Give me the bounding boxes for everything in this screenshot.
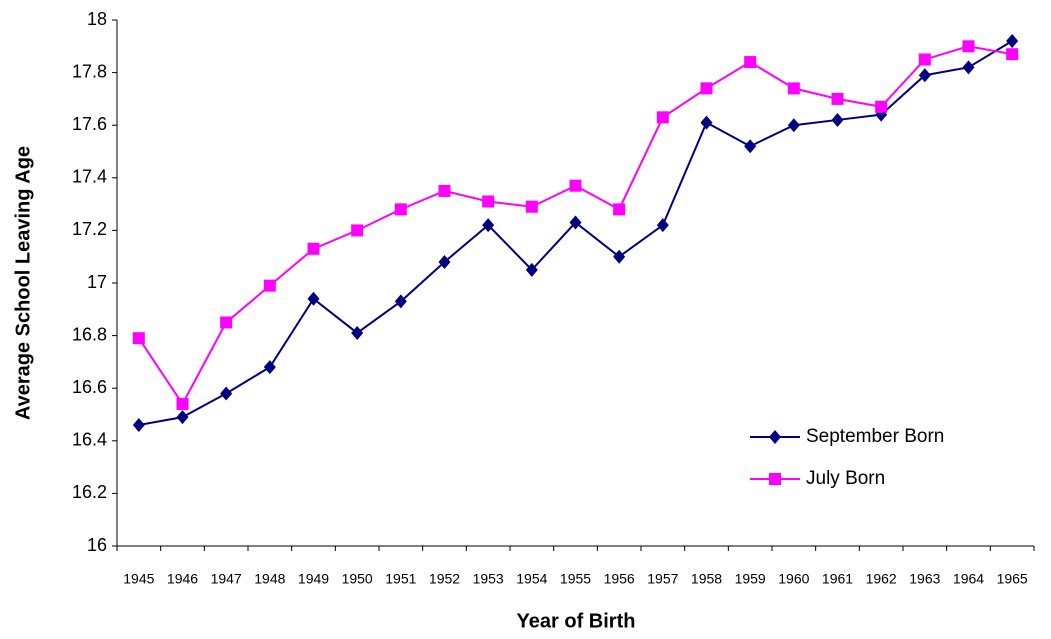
data-point [787,82,800,95]
data-point [132,418,145,433]
x-tick-label: 1953 [473,571,504,587]
y-tick-label: 17.4 [72,167,107,187]
y-tick-label: 16.4 [72,430,107,450]
data-point [176,410,189,425]
data-point [263,360,276,375]
data-point [918,53,931,66]
data-point [744,139,757,154]
x-tick-label: 1951 [385,571,416,587]
x-tick-label: 1954 [516,571,547,587]
y-tick-label: 16 [87,535,107,555]
data-point [482,195,495,208]
y-tick-label: 17.6 [72,114,107,134]
data-point [1006,34,1019,49]
data-point [482,218,495,233]
y-tick-label: 18 [87,9,107,29]
x-tick-label: 1963 [909,571,940,587]
data-point [307,291,320,306]
y-tick-label: 16.2 [72,482,107,502]
y-tick-label: 16.8 [72,324,107,344]
data-point [351,224,364,237]
y-tick-label: 17.2 [72,219,107,239]
data-point [875,100,888,113]
x-tick-label: 1960 [778,571,809,587]
x-tick-label: 1962 [866,571,897,587]
data-point [613,249,626,264]
x-tick-label: 1955 [560,571,591,587]
data-point [220,316,233,329]
data-point [962,40,975,53]
data-point [613,203,626,216]
data-point [394,294,407,309]
x-tick-label: 1965 [997,571,1028,587]
x-tick-label: 1964 [953,571,984,587]
y-tick-label: 17.8 [72,61,107,81]
x-tick-label: 1952 [429,571,460,587]
data-point [438,254,451,269]
data-point [176,397,189,410]
data-point [132,332,145,345]
x-tick-label: 1958 [691,571,722,587]
x-tick-label: 1946 [167,571,198,587]
data-point [700,82,713,95]
x-axis-title: Year of Birth [517,610,636,632]
data-point [569,215,582,230]
data-point [700,115,713,130]
data-point [525,200,538,213]
x-tick-label: 1947 [211,571,242,587]
data-point [351,325,364,340]
y-axis-title: Average School Leaving Age [12,146,34,420]
data-point [525,262,538,277]
data-point [831,92,844,105]
y-tick-label: 17 [87,272,107,292]
x-tick-label: 1945 [123,571,154,587]
x-tick-label: 1957 [647,571,678,587]
x-tick-label: 1961 [822,571,853,587]
data-point [220,386,233,401]
data-point [962,60,975,75]
legend-label: September Born [806,426,944,447]
data-point [569,179,582,192]
data-point [394,203,407,216]
data-point [263,279,276,292]
x-tick-label: 1949 [298,571,329,587]
legend-marker [769,473,781,485]
data-point [438,184,451,197]
x-tick-label: 1950 [342,571,373,587]
data-point [831,112,844,127]
x-tick-label: 1956 [604,571,635,587]
x-tick-label: 1959 [735,571,766,587]
data-point [1006,48,1019,61]
data-point [787,118,800,133]
legend-label: July Born [806,468,885,489]
data-point [744,56,757,69]
data-point [656,218,669,233]
data-point [307,242,320,255]
legend-marker [769,430,781,444]
data-point [656,111,669,124]
x-tick-label: 1948 [254,571,285,587]
data-point [918,68,931,83]
y-tick-label: 16.6 [72,377,107,397]
